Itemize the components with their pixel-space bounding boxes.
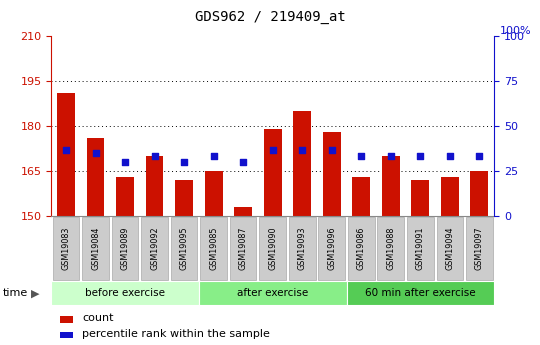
Bar [353,177,370,216]
Bar [146,156,164,216]
Bar [205,171,222,216]
FancyBboxPatch shape [82,217,109,280]
Text: GSM19097: GSM19097 [475,227,484,270]
FancyBboxPatch shape [436,217,463,280]
Text: GSM19091: GSM19091 [416,227,425,270]
Bar [382,156,400,216]
Text: GSM19087: GSM19087 [239,227,248,270]
Text: before exercise: before exercise [85,288,165,298]
Point [475,153,484,159]
Text: GSM19089: GSM19089 [120,227,130,270]
Text: after exercise: after exercise [237,288,308,298]
Point [446,153,454,159]
Bar [264,129,281,216]
Text: ▶: ▶ [31,288,40,298]
FancyBboxPatch shape [259,217,286,280]
Point [298,147,307,152]
Text: GSM19084: GSM19084 [91,227,100,270]
Point [91,150,100,156]
Point [62,147,70,152]
Point [210,153,218,159]
FancyBboxPatch shape [112,217,138,280]
Point [387,153,395,159]
Text: GSM19092: GSM19092 [150,227,159,270]
Bar [441,177,458,216]
Bar [234,207,252,216]
Point [357,153,366,159]
Point [121,159,130,165]
Text: percentile rank within the sample: percentile rank within the sample [82,329,270,338]
Bar [411,180,429,216]
Text: GSM19094: GSM19094 [446,227,454,270]
FancyBboxPatch shape [347,281,494,305]
Text: GSM19083: GSM19083 [62,227,71,270]
Bar [60,332,73,338]
FancyBboxPatch shape [51,281,199,305]
Point [180,159,188,165]
FancyBboxPatch shape [377,217,404,280]
FancyBboxPatch shape [289,217,315,280]
Bar [57,93,75,216]
FancyBboxPatch shape [141,217,168,280]
Text: 100%: 100% [500,26,531,36]
Bar [176,180,193,216]
Point [327,147,336,152]
Bar [116,177,134,216]
Text: time: time [3,288,28,298]
FancyBboxPatch shape [319,217,345,280]
FancyBboxPatch shape [171,217,198,280]
Text: GSM19093: GSM19093 [298,227,307,270]
Point [239,159,247,165]
Point [150,153,159,159]
FancyBboxPatch shape [199,281,347,305]
FancyBboxPatch shape [466,217,492,280]
Bar [87,138,104,216]
Bar [60,316,73,323]
FancyBboxPatch shape [230,217,256,280]
Text: GSM19095: GSM19095 [180,227,188,270]
Text: count: count [82,313,114,323]
Text: 60 min after exercise: 60 min after exercise [365,288,476,298]
Text: GSM19088: GSM19088 [386,227,395,270]
Text: GSM19090: GSM19090 [268,227,277,270]
FancyBboxPatch shape [200,217,227,280]
Bar [293,111,311,216]
Text: GSM19085: GSM19085 [209,227,218,270]
FancyBboxPatch shape [407,217,434,280]
Bar [323,132,341,216]
Point [268,147,277,152]
Bar [470,171,488,216]
Text: GSM19096: GSM19096 [327,227,336,270]
FancyBboxPatch shape [348,217,375,280]
Point [416,153,424,159]
Text: GSM19086: GSM19086 [357,227,366,270]
FancyBboxPatch shape [53,217,79,280]
Text: GDS962 / 219409_at: GDS962 / 219409_at [194,10,346,24]
